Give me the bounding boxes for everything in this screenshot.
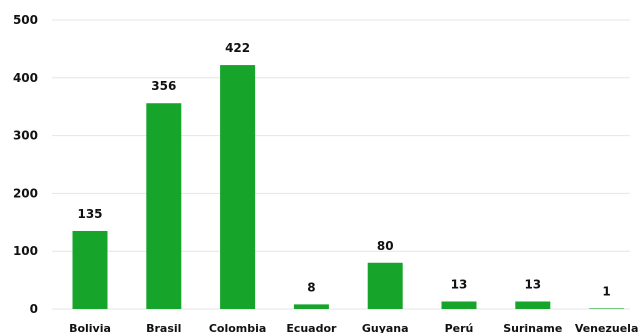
y-tick-label: 100 <box>13 244 38 258</box>
category-label: Bolivia <box>69 322 111 333</box>
category-label: Venezuela <box>575 322 639 333</box>
y-tick-label: 200 <box>13 186 38 200</box>
bar <box>293 304 329 309</box>
data-label: 356 <box>151 79 176 93</box>
y-axis-tick-labels: 0 100 200 300 400 500 <box>13 13 38 316</box>
category-label: Suriname <box>503 322 562 333</box>
data-label: 8 <box>307 280 315 294</box>
x-axis-category-labels: Bolivia Brasil Colombia Ecuador Guyana Perú Su… <box>69 322 638 333</box>
bar <box>441 301 477 309</box>
data-label: 80 <box>377 239 394 253</box>
bar <box>515 301 551 309</box>
data-label: 135 <box>77 207 102 221</box>
bar <box>367 262 403 309</box>
data-labels: 135 356 422 8 80 13 13 1 <box>77 41 610 298</box>
bar <box>589 308 625 309</box>
category-label: Ecuador <box>286 322 337 333</box>
category-label: Perú <box>445 322 474 333</box>
data-label: 13 <box>524 277 541 291</box>
bar <box>72 230 108 309</box>
bars <box>72 65 625 310</box>
gridlines <box>52 19 630 310</box>
data-label: 1 <box>602 284 610 298</box>
category-label: Guyana <box>362 322 409 333</box>
y-tick-label: 500 <box>13 13 38 27</box>
y-tick-label: 300 <box>13 129 38 143</box>
y-tick-label: 400 <box>13 71 38 85</box>
category-label: Colombia <box>209 322 267 333</box>
bar <box>146 103 182 310</box>
data-label: 13 <box>451 277 468 291</box>
category-label: Brasil <box>146 322 181 333</box>
y-tick-label: 0 <box>30 302 38 316</box>
data-label: 422 <box>225 41 250 55</box>
bar <box>220 65 256 309</box>
